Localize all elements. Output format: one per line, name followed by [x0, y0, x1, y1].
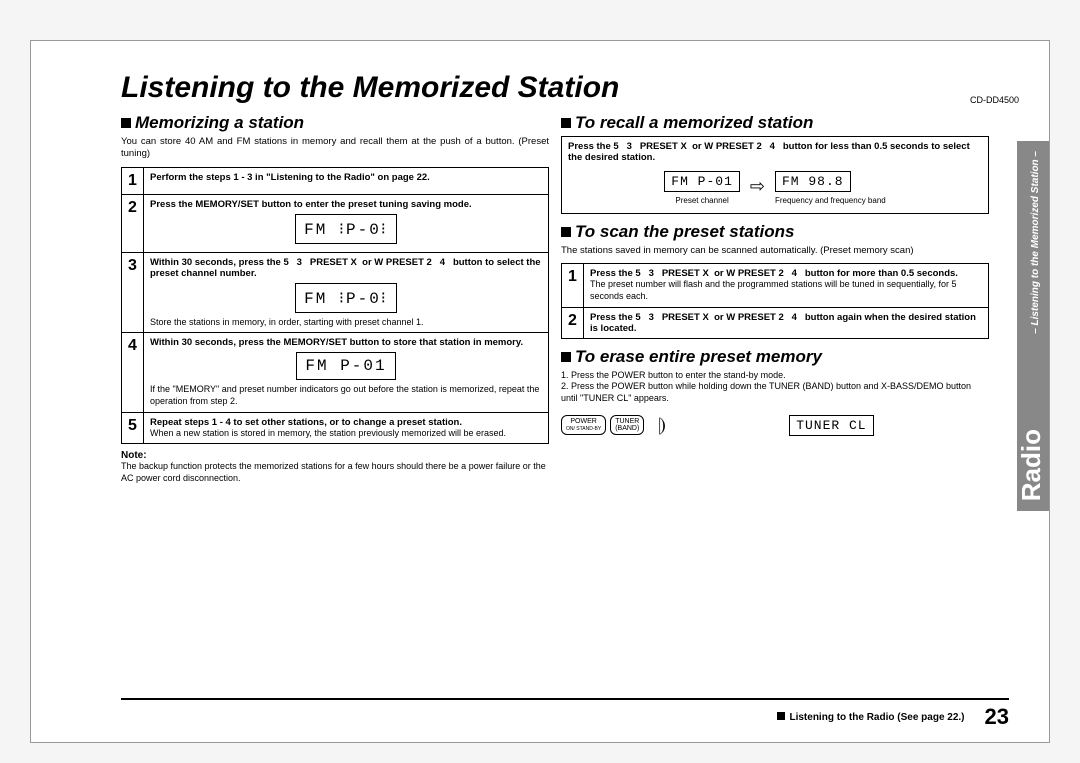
sidebar-title: Radio	[1016, 429, 1047, 501]
step-5-text: Repeat steps 1 - 4 to set other stations…	[150, 417, 542, 428]
step-row-5: 5 Repeat steps 1 - 4 to set other statio…	[122, 412, 549, 444]
step-row-1: 1 Perform the steps 1 - 3 in "Listening …	[122, 167, 549, 194]
memorize-title: Memorizing a station	[121, 113, 549, 133]
recall-title: To recall a memorized station	[561, 113, 989, 133]
caption-right: Frequency and frequency band	[775, 196, 886, 205]
step-num: 1	[122, 167, 144, 194]
step-4-note: If the "MEMORY" and preset number indica…	[150, 384, 542, 407]
manual-page: Listening to the Memorized Station CD-DD…	[30, 40, 1050, 743]
step-3-cell: Within 30 seconds, press the 5 3 PRESET …	[144, 252, 549, 333]
scan-step-1-cell: Press the 5 3 PRESET X or W PRESET 2 4 b…	[584, 264, 989, 307]
erase-title: To erase entire preset memory	[561, 347, 989, 367]
step-row-4: 4 Within 30 seconds, press the MEMORY/SE…	[122, 333, 549, 412]
step-row-2: 2 Press the MEMORY/SET button to enter t…	[122, 194, 549, 252]
content-columns: Memorizing a station You can store 40 AM…	[121, 113, 1019, 485]
right-column: To recall a memorized station Press the …	[561, 113, 1019, 485]
step-3-text: Within 30 seconds, press the 5 3 PRESET …	[150, 257, 542, 279]
step-num: 3	[122, 252, 144, 333]
memorize-intro: You can store 40 AM and FM stations in m…	[121, 136, 549, 161]
scan-table: 1 Press the 5 3 PRESET X or W PRESET 2 4…	[561, 263, 989, 338]
caption-left: Preset channel	[664, 196, 740, 205]
step-2-cell: Press the MEMORY/SET button to enter the…	[144, 194, 549, 252]
lcd-display: TUNER CL	[789, 415, 873, 436]
step-5-note: When a new station is stored in memory, …	[150, 428, 542, 440]
step-num: 4	[122, 333, 144, 412]
tuner-button-icon: TUNER (BAND)	[610, 415, 644, 435]
step-num: 2	[562, 307, 584, 338]
step-num: 5	[122, 412, 144, 444]
note-text: The backup function protects the memoriz…	[121, 461, 549, 484]
memorize-steps-table: 1 Perform the steps 1 - 3 in "Listening …	[121, 167, 549, 445]
recall-cell: Press the 5 3 PRESET X or W PRESET 2 4 b…	[562, 137, 989, 214]
page-number: 23	[985, 704, 1009, 730]
step-num: 2	[122, 194, 144, 252]
step-4-text: Within 30 seconds, press the MEMORY/SET …	[150, 337, 542, 348]
recall-row: Press the 5 3 PRESET X or W PRESET 2 4 b…	[562, 137, 989, 214]
erase-2: 2. Press the POWER button while holding …	[561, 381, 989, 404]
lcd-display: FM ⁝P-0⁝	[295, 214, 397, 244]
erase-1: 1. Press the POWER button to enter the s…	[561, 370, 989, 382]
scan-intro: The stations saved in memory can be scan…	[561, 245, 989, 257]
scan-title: To scan the preset stations	[561, 222, 989, 242]
step-num: 1	[562, 264, 584, 307]
header-row: Listening to the Memorized Station CD-DD…	[121, 71, 1019, 105]
lcd-display: FM P-01	[664, 171, 740, 192]
step-1-text: Perform the steps 1 - 3 in "Listening to…	[144, 167, 549, 194]
button-group: POWERON/ STAND-BY TUNER (BAND)	[561, 415, 644, 435]
step-3-note: Store the stations in memory, in order, …	[150, 317, 542, 329]
sidebar-subtitle: – Listening to the Memorized Station –	[1030, 151, 1041, 334]
scan-row-2: 2 Press the 5 3 PRESET X or W PRESET 2 4…	[562, 307, 989, 338]
recall-text: Press the 5 3 PRESET X or W PRESET 2 4 b…	[568, 141, 982, 163]
step-row-3: 3 Within 30 seconds, press the 5 3 PRESE…	[122, 252, 549, 333]
scan-row-1: 1 Press the 5 3 PRESET X or W PRESET 2 4…	[562, 264, 989, 307]
note-label: Note:	[121, 450, 549, 461]
left-column: Memorizing a station You can store 40 AM…	[121, 113, 549, 485]
page-title: Listening to the Memorized Station	[121, 71, 619, 105]
power-button-icon: POWERON/ STAND-BY	[561, 415, 606, 435]
scan-1a: Press the 5 3 PRESET X or W PRESET 2 4 b…	[590, 268, 982, 279]
press-icon: ⦈	[658, 414, 666, 437]
model-number: CD-DD4500	[970, 95, 1019, 105]
scan-2: Press the 5 3 PRESET X or W PRESET 2 4 b…	[584, 307, 989, 338]
arrow-icon: ⇨	[750, 176, 765, 197]
side-tab: – Listening to the Memorized Station – R…	[1017, 141, 1049, 511]
erase-illustration: POWERON/ STAND-BY TUNER (BAND) ⦈ TUNER C…	[561, 411, 989, 440]
lcd-display: FM 98.8	[775, 171, 851, 192]
scan-1b: The preset number will flash and the pro…	[590, 279, 982, 302]
step-4-cell: Within 30 seconds, press the MEMORY/SET …	[144, 333, 549, 412]
recall-displays: FM P-01 Preset channel ⇨ FM 98.8 Frequen…	[568, 167, 982, 205]
page-footer: Listening to the Radio (See page 22.) 23	[121, 698, 1009, 730]
lcd-display: FM ⁝P-0⁝	[295, 283, 397, 313]
step-5-cell: Repeat steps 1 - 4 to set other stations…	[144, 412, 549, 444]
recall-table: Press the 5 3 PRESET X or W PRESET 2 4 b…	[561, 136, 989, 214]
lcd-display: FM P-01	[296, 352, 395, 380]
step-2-text: Press the MEMORY/SET button to enter the…	[150, 199, 542, 210]
footer-reference: Listening to the Radio (See page 22.)	[777, 712, 964, 723]
